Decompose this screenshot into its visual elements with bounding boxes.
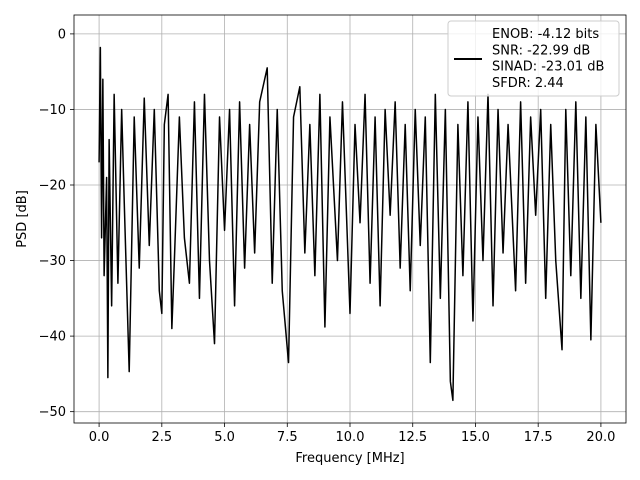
x-tick-label: 2.5 — [151, 430, 172, 445]
x-tick-label: 10.0 — [336, 430, 365, 445]
axes-frame — [73, 14, 627, 424]
x-tick-label: 15.0 — [461, 430, 490, 445]
legend-entry-line: SNR: -22.99 dB — [492, 43, 590, 58]
legend-box — [447, 20, 620, 97]
legend-entry: ENOB: -4.12 bits SNR: -22.99 dB SINAD: -23… — [492, 27, 604, 91]
legend-entry-line: SFDR: 2.44 — [492, 76, 564, 91]
plot-area — [98, 46, 602, 402]
y-tick-label: −40 — [39, 330, 66, 345]
axes — [70, 14, 627, 427]
y-tick-label: −10 — [39, 103, 66, 118]
y-tick-label: −30 — [39, 254, 66, 269]
x-axis-label: Frequency [MHz] — [295, 451, 404, 466]
y-axis-label: PSD [dB] — [15, 190, 30, 248]
x-tick-label: 12.5 — [398, 430, 427, 445]
x-tick-label: 20.0 — [586, 430, 615, 445]
x-tick-label: 5.0 — [214, 430, 235, 445]
x-tick-label: 7.5 — [277, 430, 298, 445]
legend-entry-line: ENOB: -4.12 bits — [492, 27, 599, 42]
y-tick-label: 0 — [58, 27, 66, 42]
x-tick-label: 17.5 — [524, 430, 553, 445]
tick-labels: 0.0 2.5 5.0 7.5 10.0 12.5 15.0 17.5 20.0 0 −10 −20 −… — [39, 27, 616, 445]
psd-series-line — [98, 46, 602, 402]
y-tick-label: −20 — [39, 179, 66, 194]
y-tick-label: −50 — [39, 405, 66, 420]
x-tick-label: 0.0 — [89, 430, 110, 445]
legend-entry-line: SINAD: -23.01 dB — [492, 60, 604, 75]
legend: ENOB: -4.12 bits SNR: -22.99 dB SINAD: -23… — [447, 20, 620, 97]
